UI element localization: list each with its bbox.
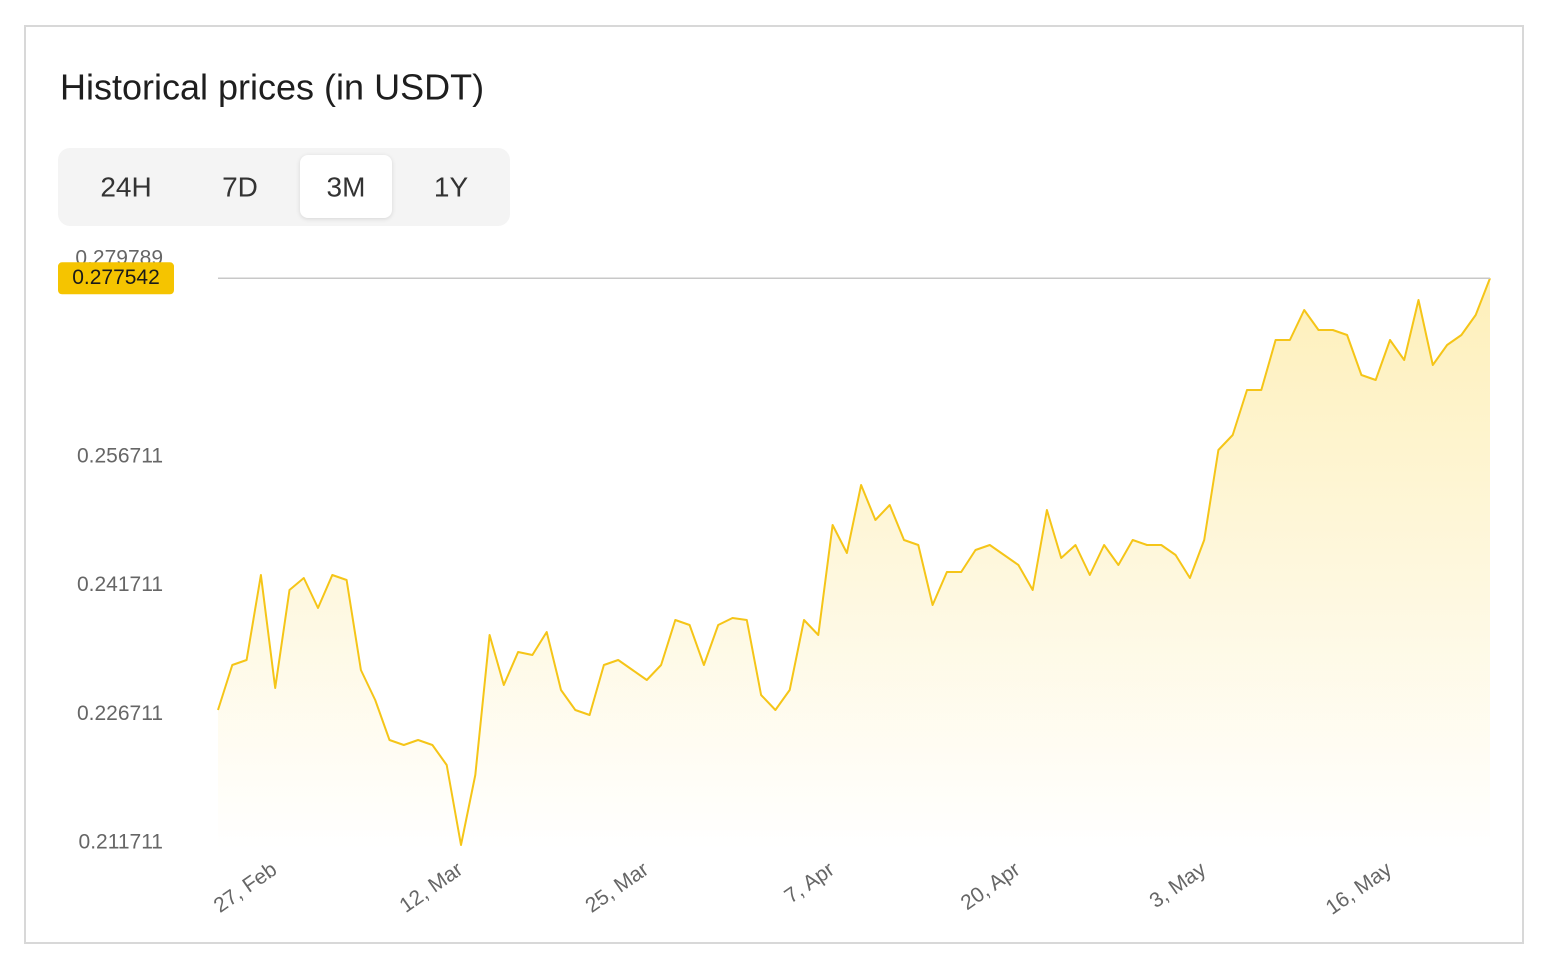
tab-label[interactable]: 24H	[100, 171, 151, 202]
current-price-badge	[58, 262, 174, 295]
tab-label[interactable]: 1Y	[434, 171, 469, 202]
chart-title: Historical prices (in USDT)	[60, 67, 484, 108]
current-price-label: 0.277542	[72, 266, 160, 289]
y-tick-label: 0.226711	[77, 702, 163, 725]
tab-label[interactable]: 7D	[222, 171, 258, 202]
tab-label[interactable]: 3M	[327, 171, 366, 202]
tab-selected[interactable]	[300, 155, 392, 218]
y-tick-label: 0.256711	[77, 445, 163, 468]
tab-group	[58, 148, 510, 226]
price-area	[218, 278, 1490, 850]
y-tick-label: 0.211711	[79, 831, 163, 854]
y-tick-label: 0.241711	[77, 573, 163, 596]
price-line	[217, 277, 1491, 846]
